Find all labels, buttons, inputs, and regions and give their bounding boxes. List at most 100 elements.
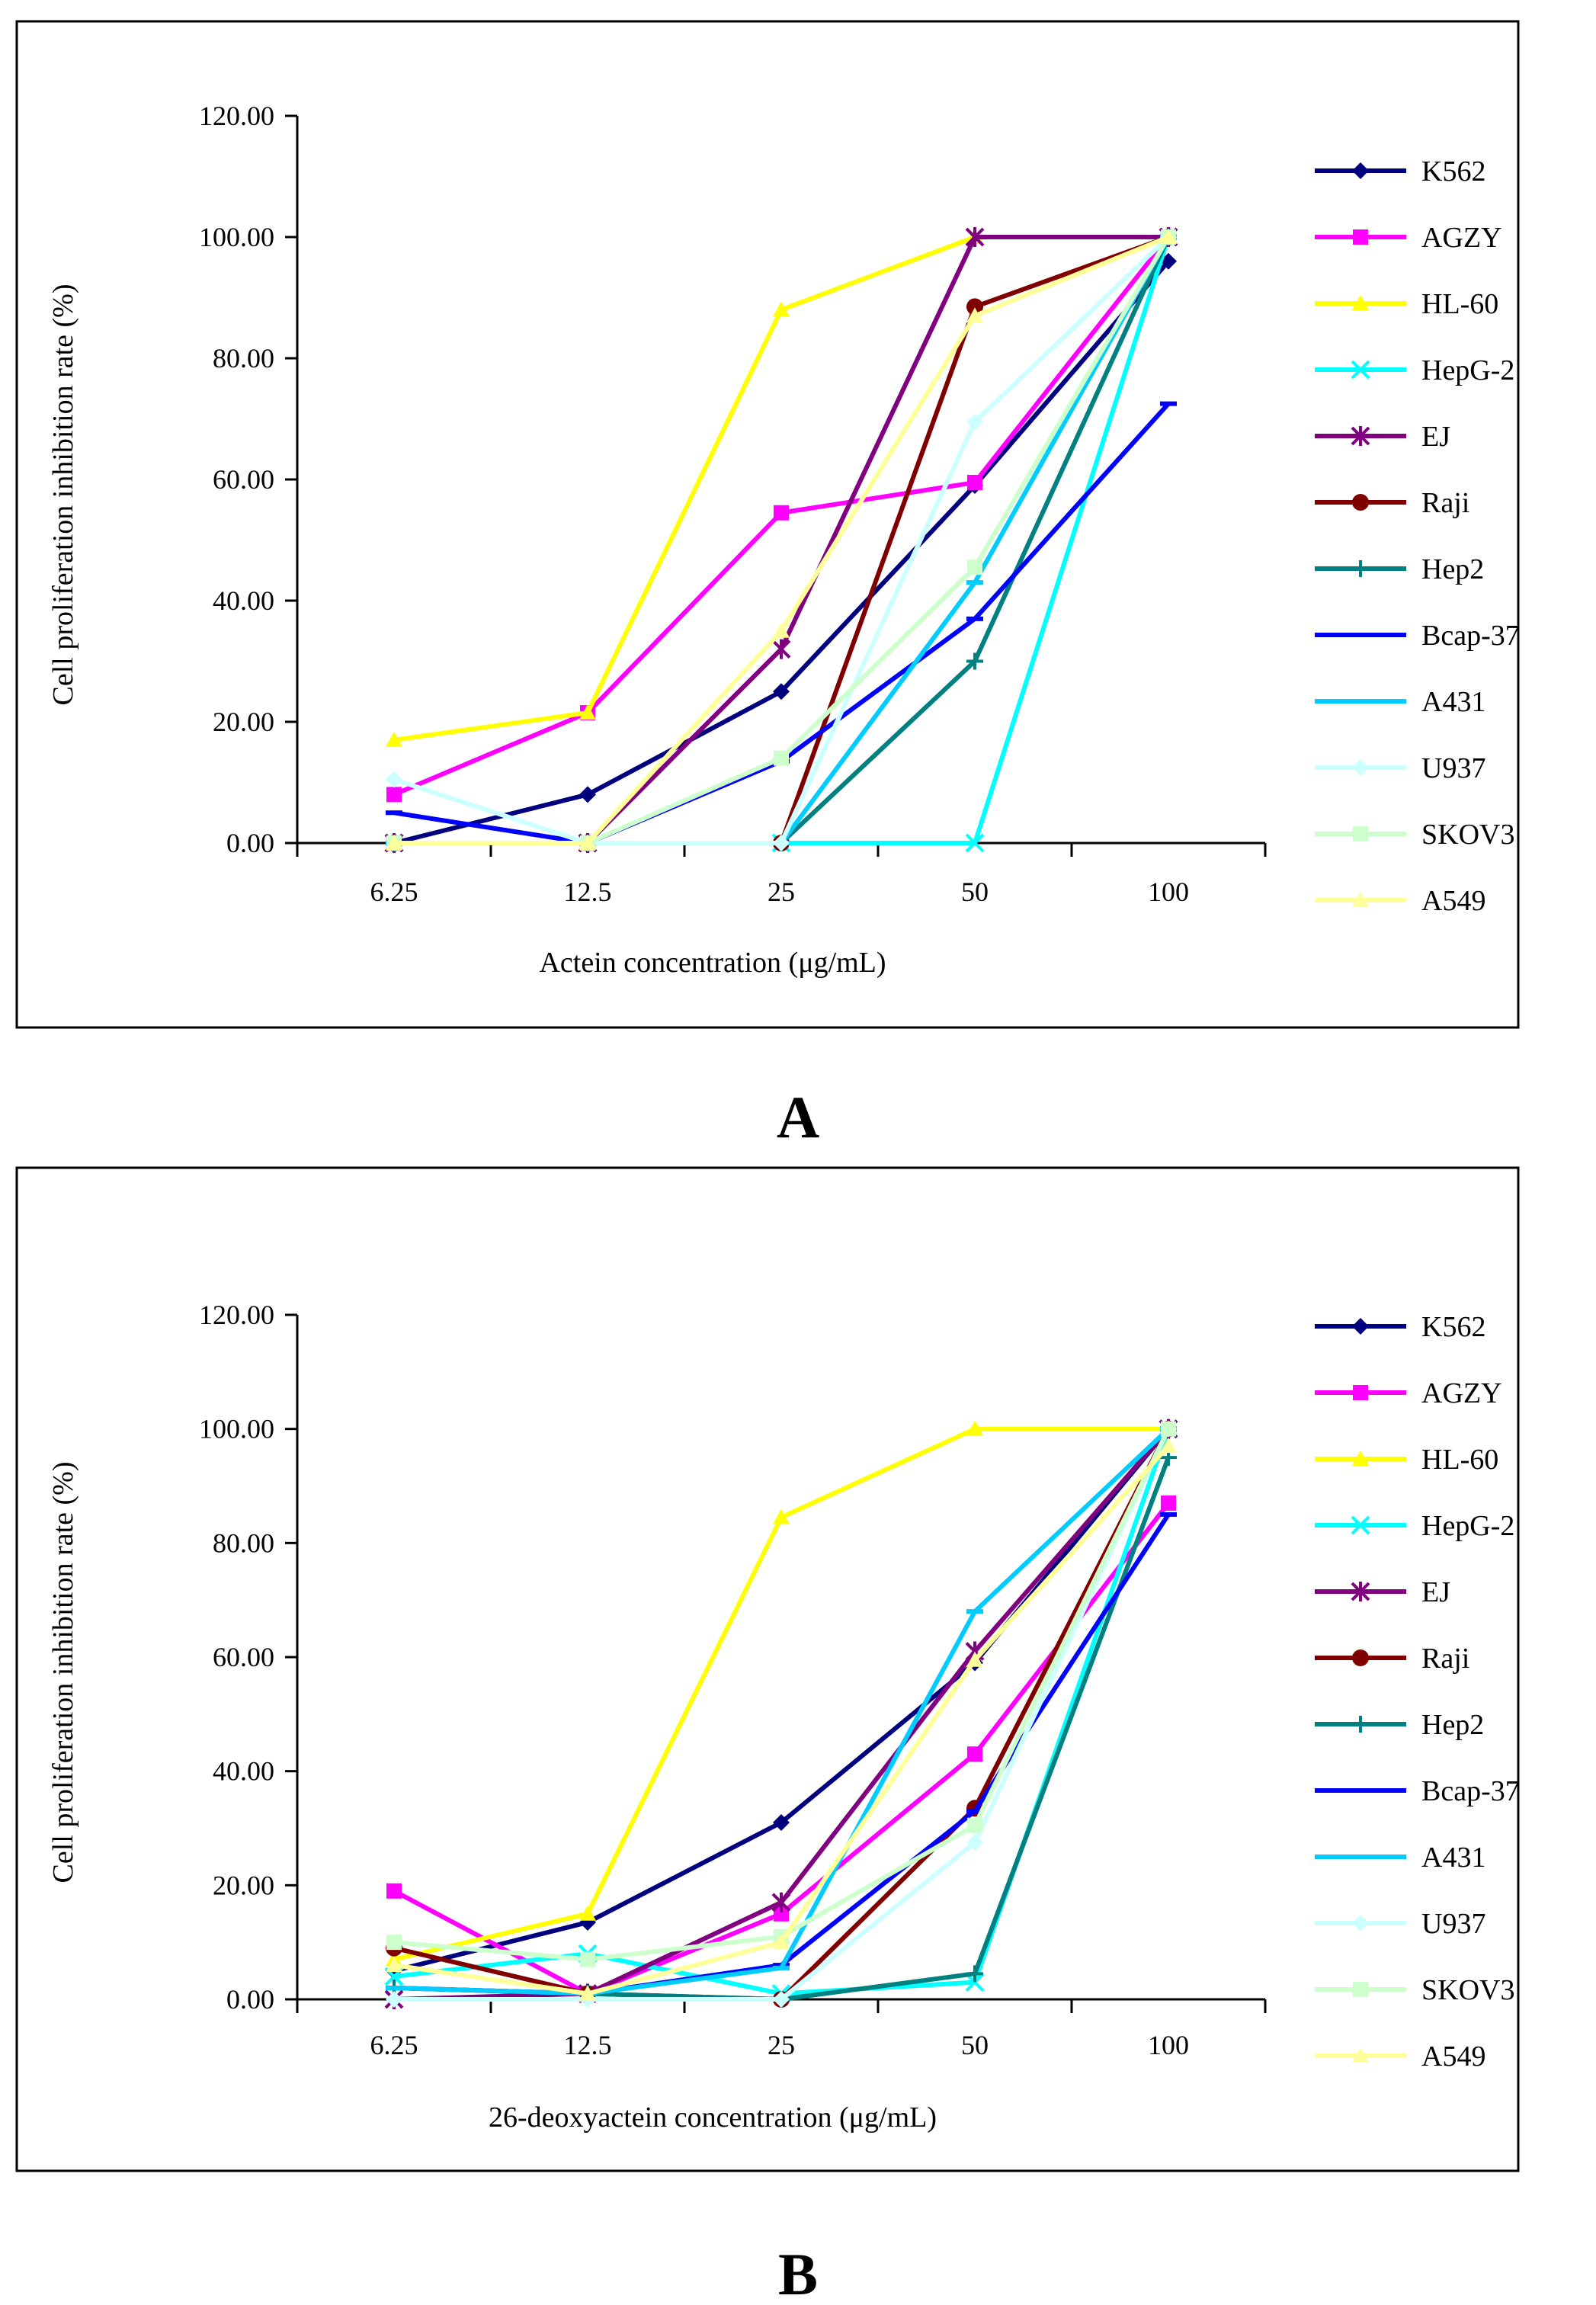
legend-swatch-marker <box>1352 162 1369 179</box>
legend-swatch-marker <box>1352 1788 1369 1793</box>
legend-label: Raji <box>1421 1643 1469 1675</box>
panel-a-y-tick-label: 0.00 <box>226 828 274 858</box>
legend-swatch-marker <box>1353 1982 1368 1997</box>
panel-b-x-tick-label: 25 <box>768 2030 795 2060</box>
legend-label: U937 <box>1421 1908 1485 1940</box>
data-point-marker <box>774 750 789 766</box>
panel-a-y-tick-label: 20.00 <box>213 707 274 737</box>
panel-a-x-axis-label: Actein concentration (μg/mL) <box>539 947 886 979</box>
data-point-marker <box>579 1985 596 2001</box>
panel-b-x-axis-label: 26-deoxyactein concentration (μg/mL) <box>489 2101 937 2133</box>
legend-label: A549 <box>1421 2041 1485 2073</box>
panel-a-frame <box>15 20 1520 1029</box>
data-point-marker <box>386 835 402 850</box>
legend-swatch-marker <box>1352 633 1369 637</box>
legend-item: Raji <box>1315 1643 1469 1675</box>
legend-label: Raji <box>1421 487 1469 519</box>
data-point-marker <box>579 786 596 803</box>
legend-swatch-marker <box>1352 1649 1369 1666</box>
data-point-marker <box>966 1965 983 1983</box>
panel-a-y-tick-label: 100.00 <box>199 222 274 252</box>
legend-swatch-marker <box>1353 826 1368 842</box>
legend-label: EJ <box>1421 421 1450 453</box>
data-point-marker <box>386 1935 402 1951</box>
data-point-marker <box>386 810 402 816</box>
panel-a-x-tick-label: 100 <box>1148 877 1189 907</box>
legend-swatch-marker <box>1352 2047 1369 2063</box>
legend-label: Bcap-37 <box>1421 620 1520 652</box>
panel-b-x-tick-label: 12.5 <box>564 2030 612 2060</box>
legend-item: A431 <box>1315 686 1485 718</box>
legend-item: HepG-2 <box>1315 354 1514 386</box>
data-point-marker <box>579 704 596 720</box>
legend-item: SKOV3 <box>1315 1974 1514 2006</box>
panel-a-x-tick-label: 6.25 <box>370 877 418 907</box>
panel-a-y-tick-label: 60.00 <box>213 464 274 495</box>
legend-label: HepG-2 <box>1421 1510 1514 1542</box>
legend-swatch-marker <box>1352 1915 1369 1932</box>
panel-b-y-tick-label: 60.00 <box>213 1642 274 1672</box>
legend-item: HL-60 <box>1315 288 1498 320</box>
data-point-marker <box>966 307 983 323</box>
legend-item: HL-60 <box>1315 1444 1498 1476</box>
data-point-marker <box>773 301 790 317</box>
panel-b-x-tick-label: 50 <box>961 2030 989 2060</box>
panel-b-x-tick-label: 6.25 <box>370 2030 418 2060</box>
legend-item: U937 <box>1315 1908 1485 1940</box>
panel-a-y-tick-label: 40.00 <box>213 585 274 616</box>
data-point-marker <box>966 1834 983 1851</box>
data-point-marker <box>1160 1512 1177 1517</box>
legend-swatch-marker <box>1352 1855 1369 1859</box>
legend-item: A549 <box>1315 2041 1485 2073</box>
data-point-marker <box>773 1814 790 1832</box>
legend-item: HepG-2 <box>1315 1510 1514 1542</box>
panel-a-series-skov3 <box>386 229 1176 851</box>
legend-label: K562 <box>1421 1311 1485 1343</box>
panel-a-legend: K562 AGZY HL-60 HepG-2 EJ Raji Hep2 Bcap-37 A431… <box>1315 155 1520 917</box>
legend-item: AGZY <box>1315 1377 1502 1409</box>
data-point-marker <box>773 1934 790 1950</box>
legend-label: Hep2 <box>1421 553 1484 585</box>
legend-label: SKOV3 <box>1421 819 1514 851</box>
panel-b-y-tick-label: 120.00 <box>199 1300 274 1330</box>
legend-label: A431 <box>1421 1842 1485 1874</box>
legend-swatch-marker <box>1352 295 1369 310</box>
data-point-marker <box>771 1892 791 1912</box>
panel-b-y-tick-label: 40.00 <box>213 1756 274 1787</box>
legend-swatch-marker <box>1352 1451 1369 1466</box>
legend-swatch-marker <box>1353 229 1368 245</box>
legend-label: Hep2 <box>1421 1709 1484 1741</box>
data-point-marker <box>966 1651 983 1667</box>
legend-swatch-marker <box>1351 360 1370 380</box>
data-point-marker <box>386 1883 402 1899</box>
panel-a-y-tick-label: 120.00 <box>199 101 274 131</box>
legend-swatch-marker <box>1351 1582 1370 1601</box>
data-point-marker <box>774 1906 789 1922</box>
legend-item: EJ <box>1315 421 1450 453</box>
panel-a-x-tick-label: 50 <box>961 877 989 907</box>
data-point-marker <box>967 474 982 490</box>
data-point-marker <box>386 1986 402 1991</box>
data-point-marker <box>966 298 983 316</box>
data-point-marker <box>579 835 596 850</box>
legend-swatch-marker <box>1351 1515 1370 1535</box>
legend-label: SKOV3 <box>1421 1974 1514 2006</box>
legend-label: K562 <box>1421 155 1485 188</box>
panel-b-y-tick-label: 100.00 <box>199 1414 274 1444</box>
data-point-marker <box>1161 1421 1176 1437</box>
data-point-marker <box>773 835 790 851</box>
data-point-marker <box>966 1809 983 1814</box>
panel-b-frame <box>15 1166 1520 2172</box>
data-point-marker <box>966 413 983 431</box>
data-point-marker <box>773 1508 790 1524</box>
panel-b-y-tick-label: 0.00 <box>226 1984 274 2015</box>
legend-swatch-marker <box>1352 560 1369 577</box>
legend-item: A549 <box>1315 885 1485 917</box>
panel-a-y-tick-label: 80.00 <box>213 343 274 373</box>
data-point-marker <box>965 833 985 853</box>
data-point-marker <box>1161 1495 1176 1511</box>
data-point-marker <box>386 1991 402 2008</box>
legend-label: HepG-2 <box>1421 354 1514 386</box>
legend-label: EJ <box>1421 1576 1450 1608</box>
